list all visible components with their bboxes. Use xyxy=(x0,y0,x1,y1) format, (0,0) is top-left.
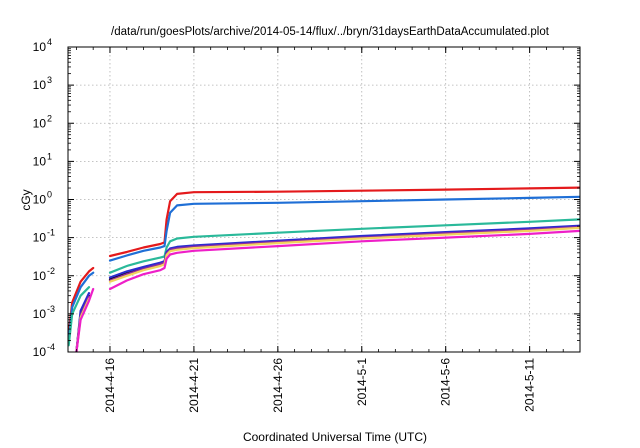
y-tick-label: 10 xyxy=(33,78,47,92)
series-line xyxy=(108,229,580,291)
y-tick-exponent: -1 xyxy=(47,228,55,238)
y-tick-base: 10 xyxy=(33,231,47,245)
y-tick-label: 10 xyxy=(33,231,47,245)
y-tick-exponent: 1 xyxy=(47,151,52,161)
x-tick-label: 2014-4-21 xyxy=(187,358,201,413)
series-line xyxy=(75,287,95,352)
y-tick-base: 10 xyxy=(33,154,47,168)
series-line xyxy=(108,186,580,258)
y-tick-label: 10 xyxy=(33,345,47,359)
x-axis-label: Coordinated Universal Time (UTC) xyxy=(243,430,427,444)
series-line xyxy=(68,286,91,347)
y-tick-exponent: -2 xyxy=(47,266,55,276)
chart-title: /data/run/goesPlots/archive/2014-05-14/f… xyxy=(111,26,550,38)
series-lines xyxy=(68,186,580,352)
x-tick-label: 2014-4-26 xyxy=(271,358,285,413)
axis-ticks: 2014-4-16 2014-4-21 2014-4-26 2014-5-1 2014-… xyxy=(33,37,580,413)
y-tick-label: 10 xyxy=(33,269,47,283)
y-tick-base: 10 xyxy=(33,345,47,359)
y-tick-exponent: 0 xyxy=(47,190,52,200)
y-tick-exponent: 4 xyxy=(47,37,52,47)
series-line xyxy=(108,224,580,279)
y-tick-label: 10 xyxy=(33,154,47,168)
y-tick-base: 10 xyxy=(33,307,47,321)
y-tick-label: 10 xyxy=(33,116,47,130)
series-line xyxy=(108,226,580,283)
series-line xyxy=(108,195,580,262)
y-tick-base: 10 xyxy=(33,269,47,283)
x-tick-label: 2014-5-6 xyxy=(439,358,453,406)
y-tick-exponent: -3 xyxy=(47,304,55,314)
x-tick-label: 2014-4-16 xyxy=(103,358,117,413)
x-tick-label: 2014-5-1 xyxy=(355,358,369,406)
y-tick-base: 10 xyxy=(33,78,47,92)
series-line xyxy=(108,225,580,282)
grid xyxy=(68,47,580,352)
y-tick-label: 10 xyxy=(33,307,47,321)
y-tick-exponent: 3 xyxy=(47,75,52,85)
y-tick-exponent: 2 xyxy=(47,113,52,123)
y-tick-label: 10 xyxy=(33,193,47,207)
x-tick-label: 2014-5-11 xyxy=(523,358,537,412)
y-tick-base: 10 xyxy=(33,116,47,130)
y-tick-base: 10 xyxy=(33,193,47,207)
y-tick-base: 10 xyxy=(33,40,47,54)
series-line xyxy=(108,218,580,274)
y-tick-exponent: -4 xyxy=(47,342,55,352)
y-axis-label: cGy xyxy=(19,189,33,210)
y-tick-label: 10 xyxy=(33,40,47,54)
